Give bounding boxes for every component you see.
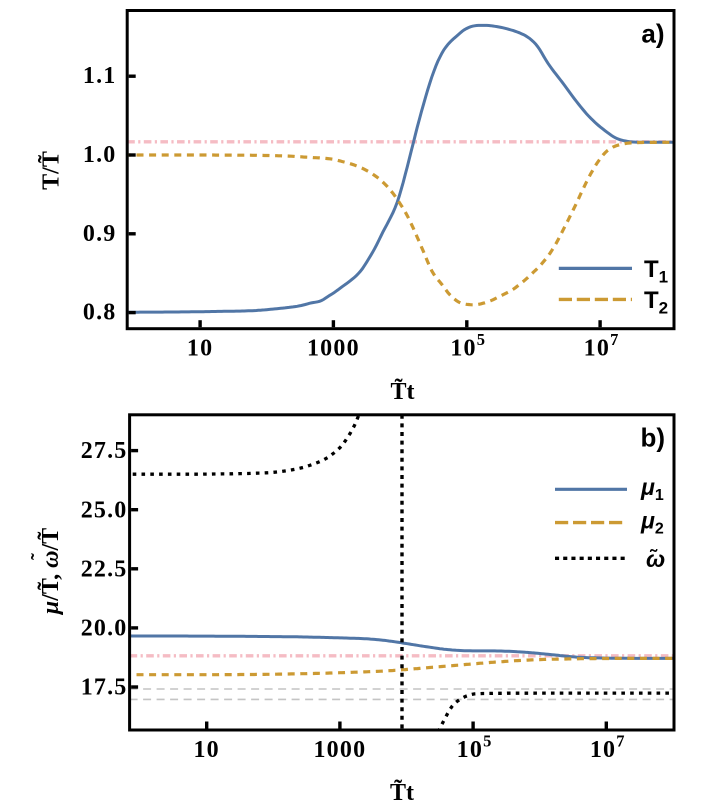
- svg-text:1.1: 1.1: [83, 63, 117, 89]
- svg-text:T/T̃: T/T̃: [39, 151, 65, 190]
- svg-text:17.5: 17.5: [81, 675, 128, 701]
- svg-text:0.8: 0.8: [83, 300, 117, 326]
- svg-text:1000: 1000: [313, 737, 366, 763]
- svg-text:1000: 1000: [307, 336, 360, 362]
- svg-text:b): b): [640, 423, 665, 453]
- svg-text:0.9: 0.9: [83, 221, 117, 247]
- svg-text:μ/T̃, ω/T̃: μ/T̃, ω/T̃: [38, 528, 64, 616]
- svg-text:25.0: 25.0: [81, 497, 128, 523]
- svg-text:˜: ˜: [649, 547, 658, 569]
- svg-text:105: 105: [450, 330, 486, 362]
- svg-text:10: 10: [187, 336, 213, 362]
- svg-text:T̃t: T̃t: [391, 379, 415, 405]
- svg-text:1.0: 1.0: [83, 142, 117, 168]
- svg-text:22.5: 22.5: [81, 556, 128, 582]
- svg-text:ω: ω: [646, 546, 665, 572]
- svg-text:10: 10: [193, 737, 219, 763]
- svg-text:T̃t: T̃t: [390, 780, 414, 804]
- svg-text:˜: ˜: [28, 553, 50, 560]
- svg-text:20.0: 20.0: [81, 616, 128, 642]
- svg-text:a): a): [641, 18, 664, 48]
- svg-text:27.5: 27.5: [81, 438, 128, 464]
